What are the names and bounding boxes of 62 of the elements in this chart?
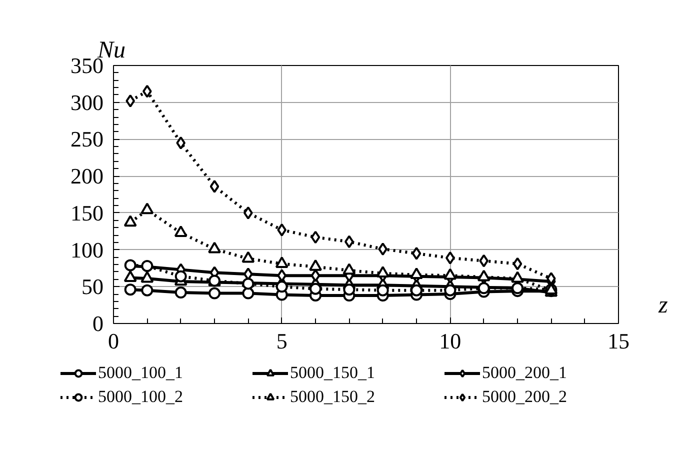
point [174,286,187,299]
point [378,242,388,256]
point [444,284,456,296]
point [412,246,422,260]
point [410,268,423,280]
point [343,284,356,296]
point [277,269,286,282]
legend-label: 5000_150_1 [290,363,376,383]
point [140,271,154,283]
x-tick-label: 15 [608,328,630,354]
point [376,284,389,296]
point [242,278,254,290]
point [310,282,322,295]
point [124,270,137,282]
x-tick-label: 5 [276,328,288,354]
legend-label: 5000_100_2 [98,387,184,407]
point [242,287,254,300]
point [511,271,524,283]
point [310,230,320,244]
y-tick-label: 300 [70,90,104,115]
point [124,284,136,296]
point [512,257,522,270]
point [277,223,286,236]
point [344,235,354,248]
point [126,94,135,108]
point [446,251,455,264]
point [342,263,356,275]
y-tick-label: 0 [92,311,104,336]
point [141,284,154,296]
point [276,280,288,293]
point [208,287,220,300]
point [142,84,152,98]
legend-label: 5000_150_2 [290,387,376,407]
legend-label: 5000_200_1 [482,363,568,383]
x-axis-title: z [658,292,668,318]
point [309,259,322,271]
point [242,251,255,263]
point [478,282,490,294]
point [244,206,253,220]
y-tick-label: 50 [82,274,104,300]
y-tick-label: 150 [70,200,104,226]
point [275,256,288,268]
point [546,272,556,286]
y-tick-label: 200 [70,164,104,189]
point [477,270,490,282]
point [208,242,221,254]
point [479,254,488,268]
point [310,269,320,282]
x-tick-label: 0 [108,328,119,354]
point [140,202,154,214]
y-tick-label: 100 [70,237,104,262]
x-tick-label: 10 [439,328,462,354]
point [410,284,422,296]
y-tick-label: 250 [70,126,104,152]
point [176,136,186,150]
legend-label: 5000_100_1 [98,363,184,383]
point [376,266,390,278]
point [174,270,187,282]
point [174,225,188,238]
point [124,215,137,227]
legend-label: 5000_200_2 [482,387,568,407]
point [210,180,220,193]
